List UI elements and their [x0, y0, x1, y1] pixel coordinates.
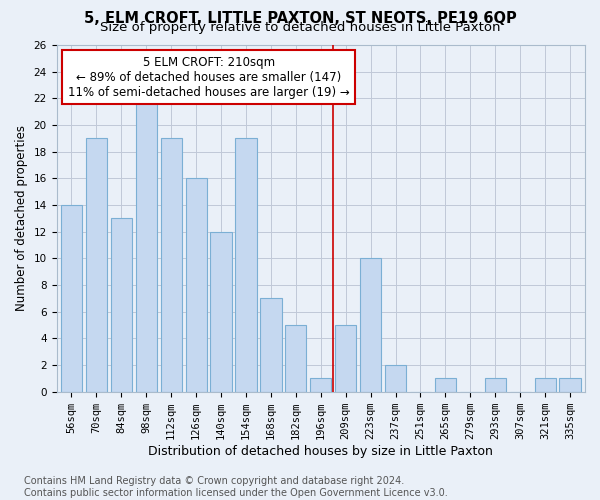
Bar: [136, 98, 157, 392]
Bar: [111, 218, 132, 392]
Text: Contains HM Land Registry data © Crown copyright and database right 2024.
Contai: Contains HM Land Registry data © Crown c…: [24, 476, 448, 498]
Bar: [235, 138, 257, 392]
Bar: [335, 325, 356, 392]
Bar: [435, 378, 456, 392]
Bar: [360, 258, 381, 392]
Text: 5 ELM CROFT: 210sqm
← 89% of detached houses are smaller (147)
11% of semi-detac: 5 ELM CROFT: 210sqm ← 89% of detached ho…: [68, 56, 349, 98]
Text: 5, ELM CROFT, LITTLE PAXTON, ST NEOTS, PE19 6QP: 5, ELM CROFT, LITTLE PAXTON, ST NEOTS, P…: [83, 11, 517, 26]
Bar: [260, 298, 281, 392]
X-axis label: Distribution of detached houses by size in Little Paxton: Distribution of detached houses by size …: [148, 444, 493, 458]
Bar: [86, 138, 107, 392]
Bar: [485, 378, 506, 392]
Bar: [61, 205, 82, 392]
Bar: [211, 232, 232, 392]
Bar: [385, 365, 406, 392]
Bar: [310, 378, 331, 392]
Bar: [535, 378, 556, 392]
Y-axis label: Number of detached properties: Number of detached properties: [15, 126, 28, 312]
Bar: [285, 325, 307, 392]
Bar: [185, 178, 207, 392]
Bar: [559, 378, 581, 392]
Bar: [161, 138, 182, 392]
Text: Size of property relative to detached houses in Little Paxton: Size of property relative to detached ho…: [100, 22, 500, 35]
